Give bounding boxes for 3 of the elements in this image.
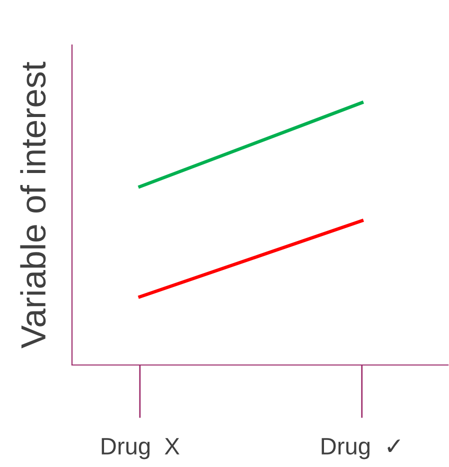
x-tick-label: Drug ✓ (322, 438, 400, 460)
x-tick-label: Drug X (102, 438, 180, 460)
y-axis-title: Variable of interest (20, 62, 46, 348)
